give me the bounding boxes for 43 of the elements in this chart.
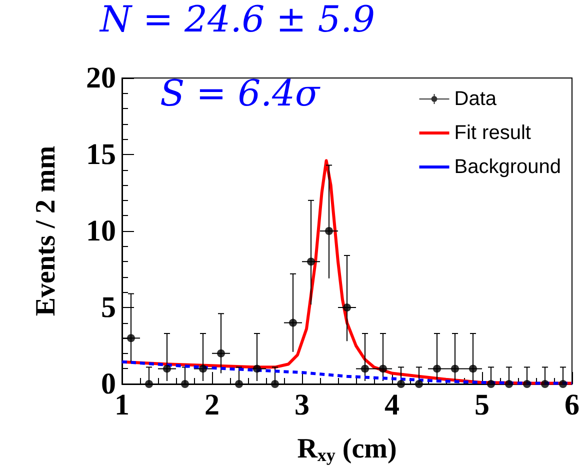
legend-label: Data: [454, 88, 498, 110]
x-tick-label: 4: [384, 388, 400, 422]
point: [559, 380, 567, 388]
point: [415, 380, 423, 388]
y-tick-label: 10: [86, 214, 116, 248]
point: [181, 380, 189, 388]
point: [199, 364, 207, 373]
y-tick-label: 20: [86, 62, 116, 94]
y-axis-title: Events / 2 mm: [30, 146, 62, 316]
point: [271, 380, 279, 388]
point: [523, 380, 531, 388]
point: [325, 227, 333, 235]
point: [343, 304, 351, 312]
point: [163, 364, 171, 373]
point: [307, 258, 315, 266]
point: [541, 380, 549, 388]
point: [505, 380, 513, 388]
x-tick-label: 3: [294, 388, 310, 422]
point: [487, 380, 495, 388]
x-tick-label: 6: [564, 388, 580, 422]
y-tick-label: 5: [101, 291, 116, 324]
point: [379, 364, 387, 373]
text: N = 24.6 ± 5.9: [99, 0, 376, 40]
point: [217, 349, 225, 358]
x-axis-title: Rxy (cm): [297, 434, 397, 465]
point: [253, 364, 261, 373]
point: [361, 364, 369, 373]
point: [145, 380, 153, 388]
point: [127, 334, 135, 342]
annotation: S = 6.4σ: [160, 74, 321, 114]
x-tick-label: 1: [114, 388, 130, 422]
point: [451, 364, 459, 373]
legend-label: Fit result: [454, 122, 532, 144]
point: [397, 380, 405, 388]
x-tick-label: 2: [204, 388, 220, 422]
point: [433, 364, 441, 373]
point: [289, 318, 297, 327]
y-tick-label: 0: [101, 368, 116, 400]
legend-label: Background: [454, 156, 562, 178]
y-tick-label: 15: [86, 138, 116, 171]
point: [235, 380, 243, 388]
point: [469, 364, 477, 373]
x-tick-label: 5: [474, 388, 490, 422]
